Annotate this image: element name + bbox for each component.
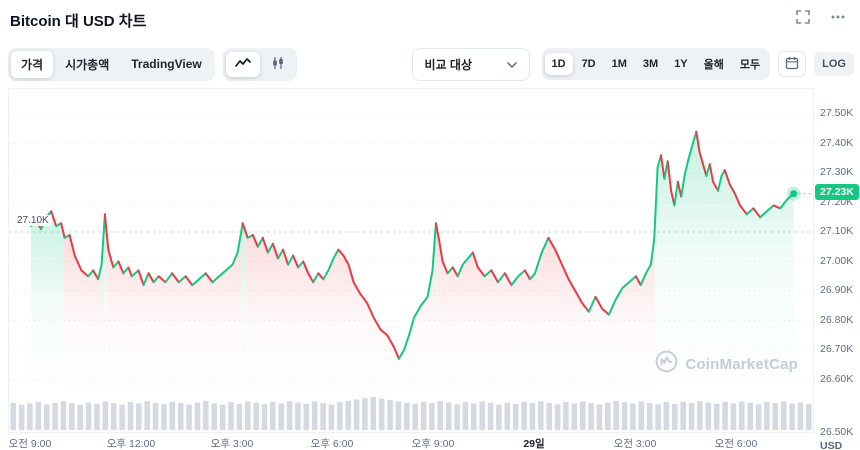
x-axis-label: 오후 3:00 — [210, 438, 254, 450]
x-axis-label: 오후 12:00 — [106, 438, 156, 450]
range-1m-button[interactable]: 1M — [605, 53, 634, 75]
calendar-icon — [785, 56, 799, 73]
y-axis-label: 26.80K — [820, 313, 854, 326]
custom-date-button[interactable] — [778, 51, 807, 77]
watermark-text: CoinMarketCap — [685, 355, 798, 373]
fullscreen-button[interactable] — [796, 10, 810, 27]
range-1d-button[interactable]: 1D — [544, 53, 573, 75]
fullscreen-icon — [796, 10, 810, 27]
x-axis-label: 오전 9:00 — [8, 438, 52, 450]
compare-dropdown[interactable]: 비교 대상 — [411, 47, 530, 81]
y-axis-unit: USD — [820, 440, 843, 450]
chart-toolbar: 가격 시가총액 TradingView 비교 대상 1D — [8, 47, 854, 81]
chevron-down-icon — [506, 57, 517, 71]
watermark: CoinMarketCap — [655, 350, 798, 378]
page-title: Bitcoin 대 USD 차트 — [10, 13, 147, 30]
more-options-button[interactable] — [830, 10, 846, 27]
chart-mode-tabs: 가격 시가총액 TradingView — [8, 47, 215, 81]
x-axis-label: 오전 3:00 — [613, 438, 657, 450]
range-all-button[interactable]: 모두 — [733, 51, 767, 77]
y-axis-label: 26.90K — [820, 284, 854, 296]
chart-plot[interactable] — [9, 89, 813, 432]
y-axis-label: 27.30K — [820, 166, 854, 178]
line-chart-icon — [234, 57, 251, 72]
header-actions — [796, 10, 846, 27]
y-axis-label: 27.40K — [820, 136, 854, 149]
range-7d-button[interactable]: 7D — [575, 53, 603, 75]
coinmarketcap-logo-icon — [655, 350, 678, 378]
current-price-badge: 27.23K — [815, 184, 859, 200]
x-axis-label: 오후 9:00 — [411, 438, 455, 450]
chart-type-toggle — [222, 47, 297, 81]
tab-tradingview[interactable]: TradingView — [121, 52, 211, 76]
open-price-label: 27.10K — [14, 215, 52, 226]
x-axis-label: 오전 6:00 — [714, 438, 758, 450]
y-axis-label: 26.60K — [820, 372, 854, 385]
x-axis: 오전 9:00 오후 12:00 오후 3:00 오후 6:00 오후 9:00 29일 오… — [8, 436, 814, 450]
header: Bitcoin 대 USD 차트 — [0, 0, 860, 42]
range-1y-button[interactable]: 1Y — [667, 53, 694, 75]
y-axis-label: 27.10K — [820, 225, 854, 237]
range-3m-button[interactable]: 3M — [636, 53, 665, 75]
candlestick-chart-type-button[interactable] — [262, 51, 294, 78]
x-axis-label: 29일 — [523, 438, 545, 450]
x-axis-label: 오후 6:00 — [310, 438, 354, 450]
y-axis-label: 27.00K — [820, 254, 854, 267]
date-range-selector: 1D 7D 1M 3M 1Y 올해 모두 — [541, 48, 771, 80]
chart-area — [8, 88, 814, 433]
tab-market-cap[interactable]: 시가총액 — [55, 51, 119, 78]
log-scale-toggle[interactable]: LOG — [814, 52, 854, 76]
line-chart-type-button[interactable] — [225, 51, 260, 77]
y-axis: 27.50K 27.40K 27.30K 27.20K 27.10K 27.00K 26.9… — [814, 88, 860, 450]
y-axis-label: 27.50K — [820, 107, 854, 119]
y-axis-label: 26.50K — [820, 426, 854, 438]
y-axis-label: 26.70K — [820, 343, 854, 355]
tab-price[interactable]: 가격 — [11, 50, 54, 78]
compare-dropdown-label: 비교 대상 — [424, 57, 473, 72]
candlestick-icon — [271, 56, 285, 73]
more-options-icon — [830, 10, 846, 27]
range-ytd-button[interactable]: 올해 — [697, 51, 731, 77]
